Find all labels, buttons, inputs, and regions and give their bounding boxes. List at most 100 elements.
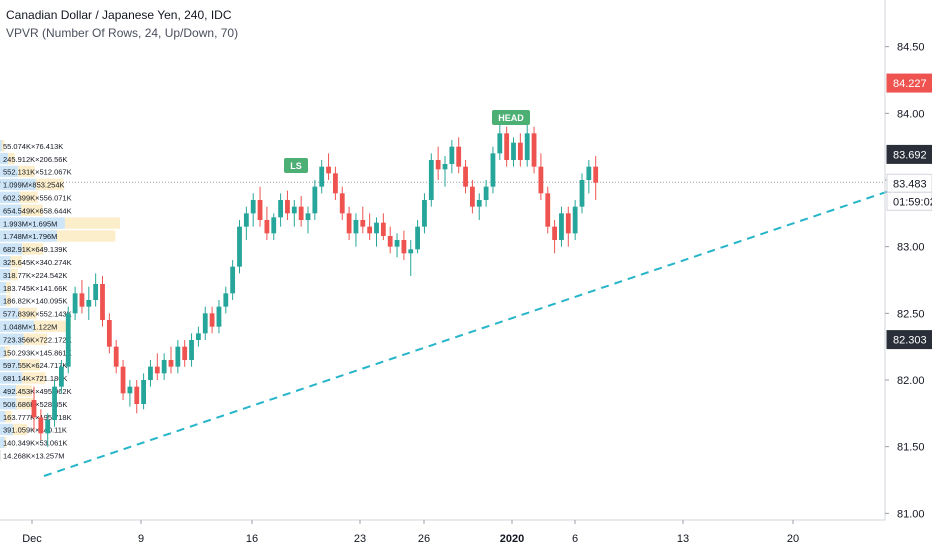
vp-up-bar <box>0 372 23 384</box>
candle <box>367 213 373 240</box>
candle <box>586 160 592 194</box>
x-tick-label: Dec <box>22 533 42 545</box>
candle-body <box>360 220 366 227</box>
candle <box>237 220 242 274</box>
last-price-badge-text: 83.483 <box>893 178 927 190</box>
candle-body <box>428 160 434 200</box>
candle-body <box>86 300 92 307</box>
vp-down-bar <box>12 423 28 436</box>
candle-body <box>230 266 236 294</box>
vp-down-bar <box>1 140 5 152</box>
candle-body <box>312 186 318 214</box>
vp-row-label: 682.91K×649.139K <box>3 245 67 254</box>
candle-body <box>387 236 393 247</box>
candle-body <box>72 293 78 314</box>
candle-body <box>38 417 44 434</box>
candle-body <box>298 206 304 220</box>
vp-row-label: 391.059K×440.11K <box>3 426 67 435</box>
candle <box>435 146 441 180</box>
y-tick-label: 81.50 <box>897 442 925 454</box>
candle <box>271 213 277 240</box>
candle <box>168 346 174 374</box>
vp-down-bar <box>16 385 33 397</box>
candle <box>374 217 379 247</box>
candle <box>470 180 475 214</box>
vp-up-bar <box>0 243 23 255</box>
trendline <box>43 175 932 477</box>
candle-body <box>196 333 201 340</box>
candle <box>52 380 57 427</box>
candle <box>141 373 146 410</box>
candle <box>45 413 51 447</box>
vp-down-bar <box>56 230 116 242</box>
vp-row-label: 1.048M×1.122M <box>3 323 57 332</box>
candle-body <box>52 386 57 420</box>
candle <box>360 206 366 234</box>
vp-row-label: 681.14K×721.186K <box>3 374 67 383</box>
last-price-badge: 83.483 <box>886 173 932 193</box>
candle-body <box>141 380 146 404</box>
candle-body <box>148 366 153 380</box>
y-tick-label: 82.50 <box>897 308 925 320</box>
candle <box>189 333 194 367</box>
candle <box>572 200 578 240</box>
candle-body <box>223 293 229 307</box>
candle-body <box>59 366 64 387</box>
candle-body <box>182 346 188 360</box>
candle-body <box>559 213 564 240</box>
candle <box>285 190 290 220</box>
candle <box>408 240 414 276</box>
candle-body <box>113 346 119 367</box>
candle-body <box>593 166 599 183</box>
vp-row-label: 140.349K×53.061K <box>3 439 67 448</box>
vp-up-bar <box>0 178 36 191</box>
neckline-price-badge-text: 83.692 <box>893 149 927 161</box>
candle <box>264 206 270 240</box>
candle <box>86 286 92 320</box>
ls-label-bg <box>284 158 308 173</box>
candle <box>319 160 325 194</box>
vp-row-label: 492.453K×495.962K <box>3 387 72 396</box>
vp-up-bar <box>0 281 6 294</box>
candle <box>387 226 393 254</box>
chart-title: Canadian Dollar / Japanese Yen, 240, IDC <box>6 8 232 22</box>
vp-down-bar <box>19 359 40 371</box>
candle-body <box>504 133 510 160</box>
candle-body <box>408 249 414 254</box>
vp-row-label: 318.77K×224.542K <box>3 271 67 280</box>
candle <box>497 120 503 160</box>
vp-down-bar <box>5 410 12 423</box>
vp-down-bar <box>16 398 34 410</box>
vp-row-label: 654.549K×658.644K <box>3 206 72 215</box>
candle <box>196 326 201 347</box>
x-tick-label: 9 <box>138 533 144 545</box>
vp-down-bar <box>10 256 22 268</box>
vp-down-bar <box>6 294 11 307</box>
vp-row-label: 577.839K×552.143K <box>3 310 72 319</box>
vp-down-bar <box>64 217 120 229</box>
candle-body <box>93 284 99 300</box>
candle-body <box>449 146 455 164</box>
vp-row-label: 552.131K×512.067K <box>3 168 72 177</box>
risk-reward-zones <box>0 150 932 183</box>
countdown-badge-text: 01:59:02 <box>893 196 932 208</box>
candle <box>326 153 331 180</box>
candle <box>559 206 564 247</box>
candle <box>278 193 283 227</box>
vp-row-label: 723.356K×722.172K <box>3 335 72 344</box>
candle <box>442 156 448 187</box>
vp-row-label: 1.993M×1.695M <box>3 219 57 228</box>
candle-body <box>511 142 516 160</box>
candle <box>312 180 318 220</box>
vp-row-label: 1.099M×853.254K <box>3 181 65 190</box>
candle-body <box>189 340 194 360</box>
countdown-badge: 01:59:02 <box>886 191 932 211</box>
candle-body <box>278 200 283 218</box>
candle <box>148 360 153 387</box>
y-tick-label: 81.00 <box>897 508 925 520</box>
vp-row-label: 14.268K×13.257M <box>3 452 65 461</box>
candle <box>353 213 359 247</box>
candle <box>504 126 510 167</box>
candle <box>72 286 78 320</box>
